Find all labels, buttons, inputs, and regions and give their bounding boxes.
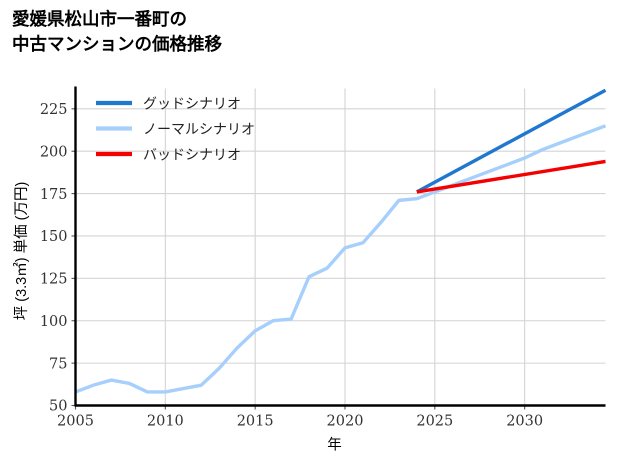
y-tick-label: 225 bbox=[40, 102, 68, 118]
legend-label-bad: バッドシナリオ bbox=[143, 147, 241, 163]
axis-titles: 年 坪 (3.3㎡) 単価 (万円) bbox=[13, 182, 342, 454]
chart-title-line-2: 中古マンションの価格推移 bbox=[12, 33, 222, 54]
x-tick-label: 2020 bbox=[327, 414, 364, 430]
series-line-バッドシナリオ bbox=[416, 159, 606, 194]
y-axis-title: 坪 (3.3㎡) 単価 (万円) bbox=[13, 182, 30, 321]
series-line-ノーマルシナリオ bbox=[74, 124, 607, 394]
y-tick-label: 200 bbox=[40, 144, 68, 160]
x-tick-label: 2005 bbox=[57, 414, 94, 430]
axis-spines bbox=[74, 86, 606, 407]
x-axis-title: 年 bbox=[327, 437, 342, 454]
y-axis-tick-labels: 50 75 100 125 150 175 200 225 bbox=[40, 102, 68, 415]
y-tick-label: 125 bbox=[40, 272, 68, 288]
series-line-グッドシナリオ bbox=[416, 88, 607, 194]
chart-title-line-1: 愛媛県松山市一番町の bbox=[12, 9, 187, 29]
x-tick-label: 2030 bbox=[506, 414, 543, 430]
y-tick-label: 75 bbox=[49, 356, 67, 372]
x-tick-label: 2010 bbox=[147, 414, 184, 430]
y-tick-label: 100 bbox=[40, 314, 68, 330]
legend-label-good: グッドシナリオ bbox=[143, 96, 241, 112]
data-series-group bbox=[74, 88, 607, 394]
y-tick-label: 50 bbox=[49, 399, 67, 415]
x-axis-tick-labels: 2005 2010 2015 2020 2025 2030 bbox=[57, 414, 543, 430]
x-tick-label: 2015 bbox=[237, 414, 274, 430]
axis-tickmarks bbox=[71, 108, 526, 410]
y-tick-label: 175 bbox=[40, 187, 68, 203]
page-title: 愛媛県松山市一番町の 中古マンションの価格推移 bbox=[12, 7, 222, 57]
legend-label-normal: ノーマルシナリオ bbox=[143, 122, 255, 138]
x-tick-label: 2025 bbox=[416, 414, 453, 430]
gridlines-vertical bbox=[164, 88, 526, 406]
gridlines-horizontal bbox=[75, 108, 606, 364]
y-tick-label: 150 bbox=[40, 229, 68, 245]
